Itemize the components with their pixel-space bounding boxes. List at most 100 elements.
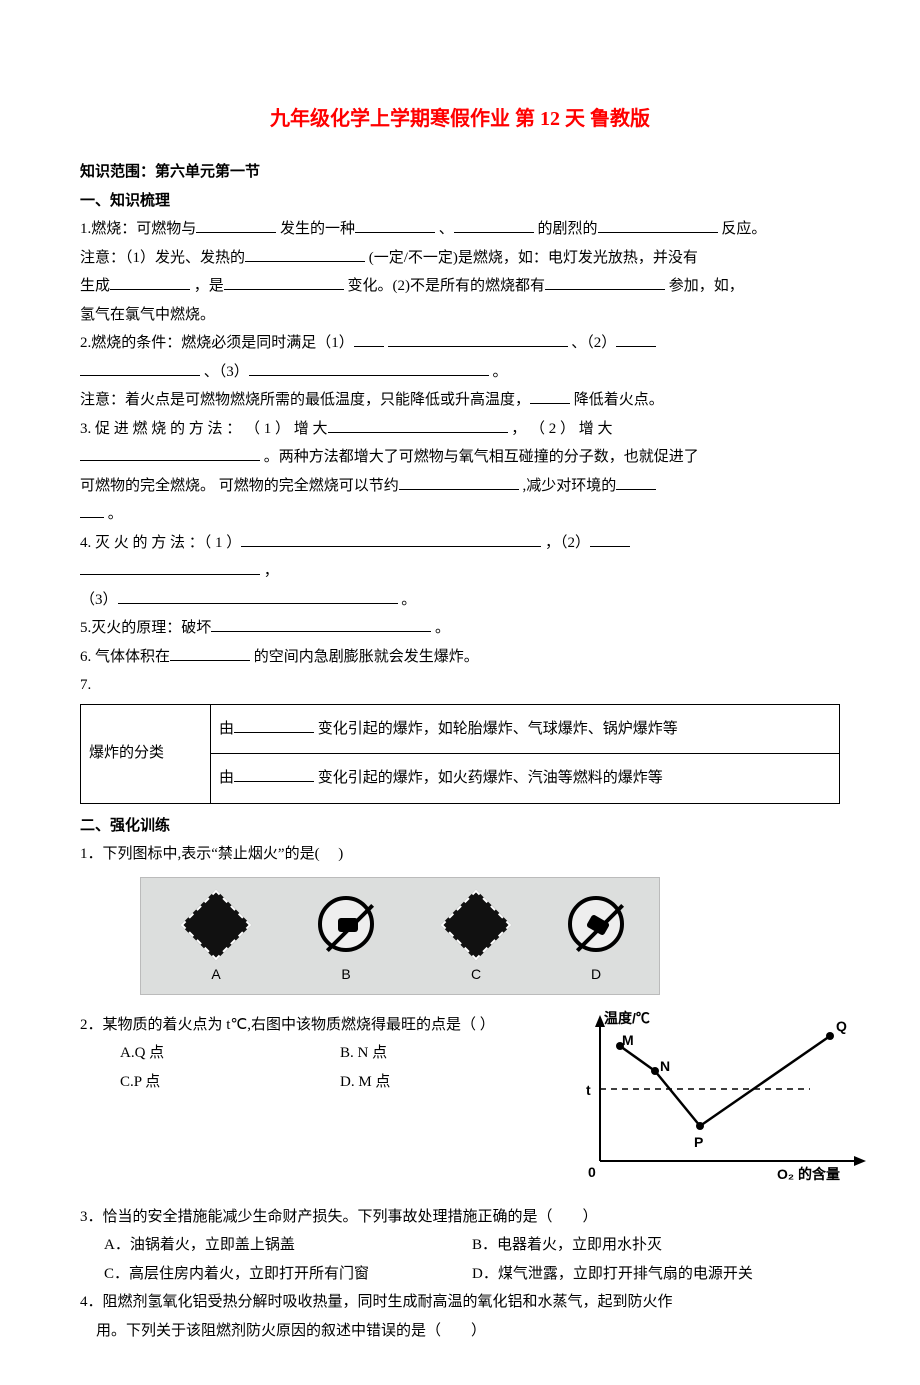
blank (196, 218, 276, 233)
k-p2: 注意：（1）发光、发热的 (一定/不一定)是燃烧，如：电灯发光放热，并没有 (80, 244, 840, 273)
opt-label: C (441, 961, 511, 988)
opt-a-icon: A (181, 890, 251, 960)
blank (80, 560, 260, 575)
table-cell: 由 变化引起的爆炸，如轮胎爆炸、气球爆炸、锅炉爆炸等 (211, 704, 840, 754)
text: 的剧烈的 (538, 221, 598, 237)
blank (328, 418, 508, 433)
blank (355, 218, 435, 233)
text: 。两种方法都增大了可燃物与氧气相互碰撞的分子数，也就促进了 (264, 449, 699, 465)
blank (224, 275, 344, 290)
blank (590, 532, 630, 547)
table-row: 爆炸的分类 由 变化引起的爆炸，如轮胎爆炸、气球爆炸、锅炉爆炸等 (81, 704, 840, 754)
k-p8: 6. 气体体积在 的空间内急剧膨胀就会发生爆炸。 (80, 643, 840, 672)
opt-label: B (311, 961, 381, 988)
text: 生成 (80, 278, 110, 294)
q2-stem: 2．某物质的着火点为 t℃,右图中该物质燃烧得最旺的点是（ ） (80, 1011, 560, 1040)
opt-c-icon: C (441, 890, 511, 960)
chart-point-m: M (622, 1027, 634, 1054)
q4-line2: 用。下列关于该阻燃剂防火原因的叙述中错误的是（ ） (80, 1317, 840, 1346)
blank (110, 275, 190, 290)
text: 发生的一种 (280, 221, 355, 237)
k-p9: 7. (80, 671, 840, 700)
text: 3. 促 进 燃 烧 的 方 法 ： （ 1 ） 增 大 (80, 421, 328, 437)
chart-point-p: P (694, 1129, 703, 1156)
k-p3b: 、（3） 。 (80, 358, 840, 387)
k-p6c: （3） 。 (80, 586, 840, 615)
opt-label: A (181, 961, 251, 988)
text: 1.燃烧：可燃物与 (80, 221, 196, 237)
q2-opt-b: B. N 点 (340, 1039, 560, 1068)
scope-label: 知识范围：第六单元第一节 (80, 158, 840, 187)
text: 可燃物的完全燃烧。 可燃物的完全燃烧可以节约 (80, 478, 399, 494)
blank (249, 361, 489, 376)
text: 。 (108, 506, 123, 522)
blank (616, 332, 656, 347)
k-p2b: 生成 ，是 变化。(2)不是所有的燃烧都有 参加，如， (80, 272, 840, 301)
blank (234, 767, 314, 782)
blank (399, 475, 519, 490)
q2-opt-d: D. M 点 (340, 1068, 560, 1097)
blank (170, 646, 250, 661)
text: 。 (493, 364, 508, 380)
text: 注意：（1）发光、发热的 (80, 250, 245, 266)
blank (354, 332, 384, 347)
q2-block: 2．某物质的着火点为 t℃,右图中该物质燃烧得最旺的点是（ ） A.Q 点 B.… (80, 1011, 840, 1191)
opt-label: D (561, 961, 631, 988)
chart-t-label: t (586, 1077, 591, 1104)
text: ，（2） (545, 535, 590, 551)
blank (454, 218, 534, 233)
blank (211, 617, 431, 632)
text: 、（2） (571, 335, 616, 351)
text: ，是 (194, 278, 224, 294)
q2-opt-c: C.P 点 (120, 1068, 340, 1097)
text: 注意：着火点是可燃物燃烧所需的最低温度，只能降低或升高温度， (80, 392, 530, 408)
blank (545, 275, 665, 290)
text: 、 (439, 221, 454, 237)
text: 由 (219, 721, 234, 737)
blank (241, 532, 541, 547)
table-cell-left: 爆炸的分类 (81, 704, 211, 803)
chart-point-q: Q (836, 1013, 847, 1040)
q1-stem: 1．下列图标中,表示“禁止烟火”的是( ) (80, 840, 840, 869)
text: ,减少对环境的 (523, 478, 617, 494)
k-p4: 注意：着火点是可燃物燃烧所需的最低温度，只能降低或升高温度， 降低着火点。 (80, 386, 840, 415)
opt-d-icon: D (561, 890, 631, 960)
text: 6. 气体体积在 (80, 649, 170, 665)
q2-opt-a: A.Q 点 (120, 1039, 340, 1068)
section-2-head: 二、强化训练 (80, 812, 840, 841)
explosion-table: 爆炸的分类 由 变化引起的爆炸，如轮胎爆炸、气球爆炸、锅炉爆炸等 由 变化引起的… (80, 704, 840, 804)
blank (245, 247, 365, 262)
blank (616, 475, 656, 490)
text: 。 (401, 592, 416, 608)
k-p6b: ， (80, 557, 840, 586)
q3-opt-a: A．油锅着火，立即盖上锅盖 (104, 1231, 472, 1260)
text: 2.燃烧的条件：燃烧必须是同时满足（1） (80, 335, 354, 351)
q4-line1: 4．阻燃剂氢氧化铝受热分解时吸收热量，同时生成耐高温的氧化铝和水蒸气，起到防火作 (80, 1288, 840, 1317)
blank (530, 389, 570, 404)
q3-opt-d: D．煤气泄露，立即打开排气扇的电源开关 (472, 1260, 840, 1289)
text: (一定/不一定)是燃烧，如：电灯发光放热，并没有 (369, 250, 698, 266)
k-p5c: 可燃物的完全燃烧。 可燃物的完全燃烧可以节约 ,减少对环境的 (80, 472, 840, 501)
text: 变化引起的爆炸，如轮胎爆炸、气球爆炸、锅炉爆炸等 (318, 721, 678, 737)
blank (118, 589, 398, 604)
q2-chart: 温度/℃ M N P Q t 0 O₂ 的含量 (560, 1011, 840, 1191)
text: 变化引起的爆炸，如火药爆炸、汽油等燃料的爆炸等 (318, 770, 663, 786)
q3-opt-b: B．电器着火，立即用水扑灭 (472, 1231, 840, 1260)
k-p5: 3. 促 进 燃 烧 的 方 法 ： （ 1 ） 增 大 ， （ 2 ） 增 大 (80, 415, 840, 444)
blank (80, 361, 200, 376)
text: 的空间内急剧膨胀就会发生爆炸。 (254, 649, 479, 665)
k-p5d: 。 (80, 500, 840, 529)
blank (80, 503, 104, 518)
text: 。 (435, 620, 450, 636)
text: 变化。(2)不是所有的燃烧都有 (348, 278, 546, 294)
blank (80, 446, 260, 461)
blank (598, 218, 718, 233)
k-p5b: 。两种方法都增大了可燃物与氧气相互碰撞的分子数，也就促进了 (80, 443, 840, 472)
blank (234, 718, 314, 733)
chart-origin: 0 (588, 1159, 596, 1186)
text: 降低着火点。 (574, 392, 664, 408)
text: （3） (80, 592, 118, 608)
q3-stem: 3．恰当的安全措施能减少生命财产损失。下列事故处理措施正确的是（ ） (80, 1203, 840, 1232)
chart-point-n: N (660, 1053, 670, 1080)
q3-opt-c: C．高层住房内着火，立即打开所有门窗 (104, 1260, 472, 1289)
